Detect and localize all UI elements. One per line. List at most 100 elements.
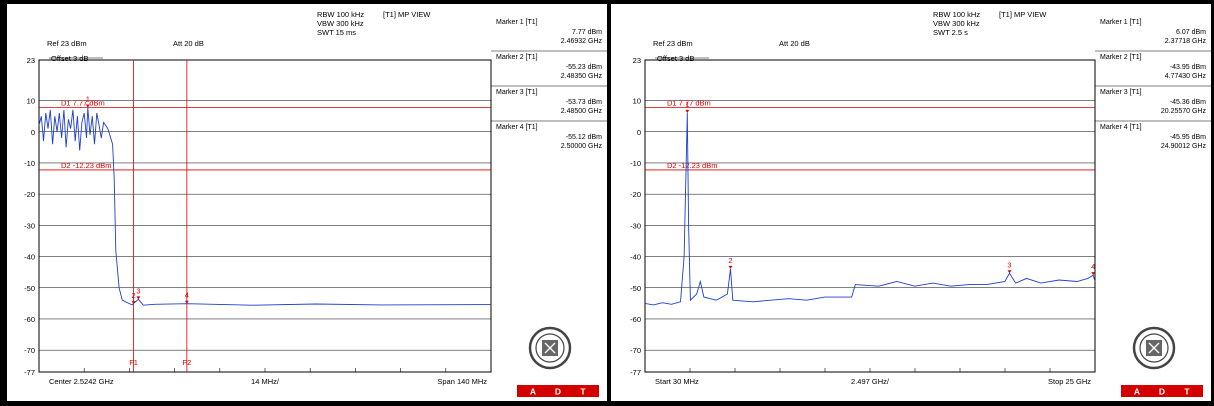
y-tick-label: -50 bbox=[630, 284, 641, 293]
attenuation-label: Att 20 dB bbox=[173, 39, 204, 48]
chart-panel-left: RBW 100 kHz VBW 300 kHz SWT 15 ms [T1] MP V… bbox=[7, 4, 607, 401]
bureau-veritas-logo bbox=[1132, 326, 1176, 370]
marker-level-1: 6.07 dBm bbox=[1176, 29, 1206, 36]
rbw-label: RBW 100 kHz bbox=[933, 10, 980, 19]
adt-letter: A bbox=[530, 387, 536, 397]
x-division-label: 14 MHz/ bbox=[251, 377, 280, 386]
marker-freq-3: 2.48500 GHz bbox=[561, 108, 603, 115]
logo-mark bbox=[544, 342, 556, 354]
marker-triangle bbox=[136, 296, 141, 300]
marker-point-1: 1 bbox=[86, 95, 90, 104]
marker-triangle bbox=[131, 301, 136, 305]
adt-letter: T bbox=[580, 387, 586, 397]
swt-label: SWT 15 ms bbox=[317, 28, 356, 37]
bureau-veritas-logo bbox=[528, 326, 572, 370]
y-tick-label: -30 bbox=[24, 221, 35, 230]
x-end-label: Span 140 MHz bbox=[437, 377, 487, 386]
marker-title-4: Marker 4 [T1] bbox=[496, 124, 538, 131]
spectrum-trace bbox=[644, 112, 1096, 306]
marker-point-2: 2 bbox=[132, 291, 136, 300]
offset-label: Offset 3 dB bbox=[51, 54, 88, 63]
y-tick-label: -40 bbox=[630, 253, 641, 262]
marker-point-3: 3 bbox=[1007, 260, 1011, 269]
plot-frame bbox=[644, 59, 1096, 373]
marker-level-1: 7.77 dBm bbox=[572, 29, 602, 36]
y-tick-label: -10 bbox=[630, 159, 641, 168]
marker-freq-4: 2.50000 GHz bbox=[561, 143, 603, 150]
ref-level-label: Ref 23 dBm bbox=[47, 39, 87, 48]
y-tick-label: -50 bbox=[24, 284, 35, 293]
y-tick-label: -20 bbox=[630, 190, 641, 199]
y-tick-label: -60 bbox=[24, 315, 35, 324]
marker-triangle bbox=[85, 104, 90, 108]
spectrum-trace bbox=[38, 107, 492, 306]
marker-freq-2: 4.77430 GHz bbox=[1165, 73, 1207, 80]
y-tick-label: -20 bbox=[24, 190, 35, 199]
y-tick-label: 0 bbox=[31, 128, 35, 137]
marker-title-3: Marker 3 [T1] bbox=[1100, 89, 1142, 96]
marker-triangle bbox=[1091, 272, 1096, 276]
adt-badge bbox=[1121, 385, 1203, 397]
y-tick-label: -77 bbox=[630, 368, 641, 377]
display-line-label-1: D1 7.77 dBm bbox=[61, 99, 105, 108]
x-start-label: Center 2.5242 GHz bbox=[49, 377, 114, 386]
marker-title-2: Marker 2 [T1] bbox=[1100, 54, 1142, 61]
marker-title-4: Marker 4 [T1] bbox=[1100, 124, 1142, 131]
y-tick-label: -30 bbox=[630, 221, 641, 230]
marker-point-2: 2 bbox=[728, 256, 732, 265]
marker-triangle bbox=[685, 109, 690, 113]
y-tick-label: 10 bbox=[27, 97, 35, 106]
offset-label: Offset 3 dB bbox=[657, 54, 694, 63]
plot-frame bbox=[38, 59, 492, 373]
adt-letter: T bbox=[1184, 387, 1190, 397]
y-tick-label: -70 bbox=[24, 346, 35, 355]
trace-mode-label: [T1] MP VIEW bbox=[383, 10, 431, 19]
marker-point-4: 4 bbox=[185, 291, 189, 300]
marker-title-1: Marker 1 [T1] bbox=[496, 19, 538, 26]
y-tick-label: -40 bbox=[24, 253, 35, 262]
y-tick-label: 23 bbox=[633, 56, 641, 65]
display-line-label-2: D2 -12.23 dBm bbox=[667, 161, 717, 170]
y-tick-label: -60 bbox=[630, 315, 641, 324]
chart-panel-right: RBW 100 kHz VBW 300 kHz SWT 2.5 s [T1] MP V… bbox=[611, 4, 1211, 401]
marker-level-3: -45.36 dBm bbox=[1170, 99, 1206, 106]
display-line-label-2: D2 -12.23 dBm bbox=[61, 161, 111, 170]
x-division-label: 2.497 GHz/ bbox=[851, 377, 890, 386]
marker-freq-2: 2.48350 GHz bbox=[561, 73, 603, 80]
y-tick-label: 23 bbox=[27, 56, 35, 65]
marker-freq-1: 2.46932 GHz bbox=[561, 38, 603, 45]
swt-label: SWT 2.5 s bbox=[933, 28, 968, 37]
marker-level-4: -55.12 dBm bbox=[566, 134, 602, 141]
logo-mark bbox=[1148, 342, 1160, 354]
y-tick-label: 10 bbox=[633, 97, 641, 106]
marker-title-3: Marker 3 [T1] bbox=[496, 89, 538, 96]
marker-triangle bbox=[184, 300, 189, 304]
marker-level-2: -55.23 dBm bbox=[566, 64, 602, 71]
vbw-label: VBW 300 kHz bbox=[933, 19, 980, 28]
y-tick-label: 0 bbox=[637, 128, 641, 137]
marker-level-2: -43.95 dBm bbox=[1170, 64, 1206, 71]
y-tick-label: -70 bbox=[630, 346, 641, 355]
y-tick-label: -10 bbox=[24, 159, 35, 168]
y-tick-label: -77 bbox=[24, 368, 35, 377]
marker-title-1: Marker 1 [T1] bbox=[1100, 19, 1142, 26]
marker-point-3: 3 bbox=[136, 286, 140, 295]
x-end-label: Stop 25 GHz bbox=[1048, 377, 1091, 386]
marker-freq-3: 20.25570 GHz bbox=[1161, 108, 1207, 115]
vbw-label: VBW 300 kHz bbox=[317, 19, 364, 28]
adt-badge bbox=[517, 385, 599, 397]
marker-level-4: -45.95 dBm bbox=[1170, 134, 1206, 141]
attenuation-label: Att 20 dB bbox=[779, 39, 810, 48]
marker-point-4: 4 bbox=[1091, 262, 1095, 271]
x-start-label: Start 30 MHz bbox=[655, 377, 699, 386]
marker-point-1: 1 bbox=[685, 100, 689, 109]
marker-triangle bbox=[728, 265, 733, 269]
marker-triangle bbox=[1007, 270, 1012, 274]
adt-letter: D bbox=[1159, 387, 1165, 397]
adt-letter: A bbox=[1134, 387, 1140, 397]
trace-mode-label: [T1] MP VIEW bbox=[999, 10, 1047, 19]
adt-letter: D bbox=[555, 387, 561, 397]
display-line-label-1: D1 7.77 dBm bbox=[667, 99, 711, 108]
